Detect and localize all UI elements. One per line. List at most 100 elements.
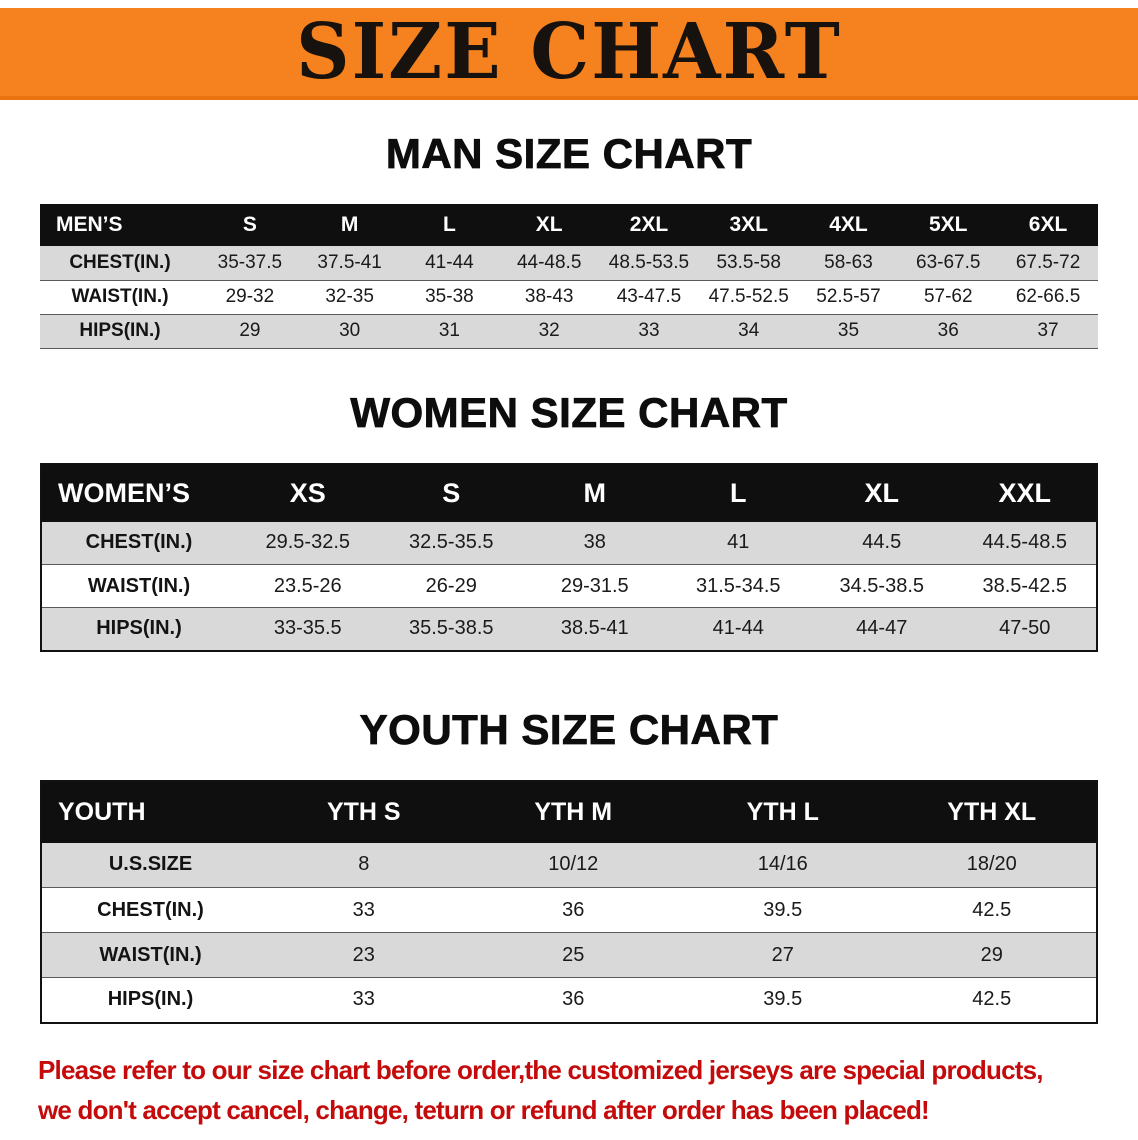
size-value: 47.5-52.5 xyxy=(698,280,799,315)
size-value: 62-66.5 xyxy=(998,280,1098,315)
size-value: 57-62 xyxy=(898,280,999,315)
size-value: 35 xyxy=(798,314,899,349)
column-header: 2XL xyxy=(599,204,699,246)
youth-section-title: YOUTH SIZE CHART xyxy=(359,705,779,753)
row-label: WAIST(IN.) xyxy=(41,564,236,608)
size-value: 10/12 xyxy=(468,842,678,888)
table-row: WAIST(IN.) 23.5-26 26-29 29-31.5 31.5-34.5 34… xyxy=(41,564,1097,608)
size-value: 29-31.5 xyxy=(523,564,667,608)
size-value: 30 xyxy=(299,314,400,349)
size-value: 43-47.5 xyxy=(599,280,699,315)
table-corner-label: MEN’S xyxy=(40,204,200,246)
size-value: 44-47 xyxy=(810,607,954,651)
size-value: 29 xyxy=(200,314,300,349)
column-header: XL xyxy=(499,204,600,246)
size-value: 32-35 xyxy=(299,280,400,315)
table-row: CHEST(IN.) 29.5-32.5 32.5-35.5 38 41 44.5 44.5… xyxy=(41,521,1097,565)
size-value: 35-37.5 xyxy=(200,246,300,281)
youth-size-table: YOUTH YTH S YTH M YTH L YTH XL U.S.SIZE 8 10/12… xyxy=(40,779,1098,1024)
table-row: HIPS(IN.) 29 30 31 32 33 34 35 36 37 xyxy=(40,314,1098,349)
size-value: 67.5-72 xyxy=(998,246,1098,281)
column-header: 3XL xyxy=(698,204,799,246)
size-value: 38.5-41 xyxy=(523,607,667,651)
women-section-title: WOMEN SIZE CHART xyxy=(350,388,788,436)
size-value: 36 xyxy=(898,314,999,349)
size-value: 29-32 xyxy=(200,280,300,315)
size-value: 42.5 xyxy=(887,977,1097,1023)
column-header: XXL xyxy=(953,463,1097,522)
table-header-row: MEN’S S M L XL 2XL 3XL 4XL 5XL 6XL xyxy=(40,204,1098,246)
disclaimer-line-2: we don't accept cancel, change, teturn o… xyxy=(38,1094,930,1125)
table-row: CHEST(IN.) 33 36 39.5 42.5 xyxy=(41,887,1097,933)
size-chart-banner: SIZE CHART xyxy=(0,7,1138,100)
row-label: CHEST(IN.) xyxy=(40,246,200,281)
column-header: 4XL xyxy=(798,204,899,246)
size-value: 37.5-41 xyxy=(299,246,400,281)
size-value: 34 xyxy=(698,314,799,349)
size-value: 47-50 xyxy=(953,607,1097,651)
table-row: U.S.SIZE 8 10/12 14/16 18/20 xyxy=(41,842,1097,888)
women-size-table: WOMEN’S XS S M L XL XXL CHEST(IN.) 29.5-32.5 32.5… xyxy=(40,462,1098,652)
size-value: 25 xyxy=(468,932,678,978)
size-value: 44.5 xyxy=(810,521,954,565)
table-row: HIPS(IN.) 33 36 39.5 42.5 xyxy=(41,977,1097,1023)
men-section-title: MAN SIZE CHART xyxy=(385,130,753,178)
size-chart-page: MAN SIZE CHART MEN’S S M L XL 2XL 3XL 4XL 5XL 6XL… xyxy=(0,130,1138,1130)
men-size-chart-section: MAN SIZE CHART MEN’S S M L XL 2XL 3XL 4XL 5XL 6XL… xyxy=(0,130,1138,349)
column-header: XL xyxy=(810,463,954,522)
row-label: WAIST(IN.) xyxy=(40,280,200,315)
size-value: 35-38 xyxy=(399,280,500,315)
column-header: S xyxy=(379,463,523,522)
size-value: 58-63 xyxy=(798,246,899,281)
size-value: 36 xyxy=(468,977,678,1023)
size-value: 27 xyxy=(678,932,888,978)
size-value: 32 xyxy=(499,314,600,349)
size-value: 42.5 xyxy=(887,887,1097,933)
disclaimer-text: Please refer to our size chart before or… xyxy=(38,1050,1118,1130)
size-value: 52.5-57 xyxy=(798,280,899,315)
row-label: HIPS(IN.) xyxy=(41,607,236,651)
row-label: HIPS(IN.) xyxy=(40,314,200,349)
table-row: WAIST(IN.) 23 25 27 29 xyxy=(41,932,1097,978)
size-value: 38.5-42.5 xyxy=(953,564,1097,608)
table-row: HIPS(IN.) 33-35.5 35.5-38.5 38.5-41 41-44 44-… xyxy=(41,607,1097,651)
size-value: 29 xyxy=(887,932,1097,978)
size-value: 63-67.5 xyxy=(898,246,999,281)
column-header: 6XL xyxy=(998,204,1098,246)
size-value: 37 xyxy=(998,314,1098,349)
column-header: L xyxy=(666,463,810,522)
column-header: YTH S xyxy=(259,780,469,843)
column-header: YTH L xyxy=(678,780,888,843)
size-value: 38-43 xyxy=(499,280,600,315)
size-value: 33 xyxy=(259,977,469,1023)
table-corner-label: YOUTH xyxy=(41,780,259,843)
table-corner-label: WOMEN’S xyxy=(41,463,236,522)
size-value: 31 xyxy=(399,314,500,349)
size-value: 36 xyxy=(468,887,678,933)
size-value: 44.5-48.5 xyxy=(953,521,1097,565)
column-header: S xyxy=(200,204,300,246)
size-value: 26-29 xyxy=(379,564,523,608)
table-row: WAIST(IN.) 29-32 32-35 35-38 38-43 43-47.5 47.… xyxy=(40,280,1098,315)
size-value: 14/16 xyxy=(678,842,888,888)
size-value: 23 xyxy=(259,932,469,978)
youth-size-chart-section: YOUTH SIZE CHART YOUTH YTH S YTH M YTH L YTH… xyxy=(0,705,1138,1024)
size-value: 18/20 xyxy=(887,842,1097,888)
disclaimer-line-1: Please refer to our size chart before or… xyxy=(38,1054,1043,1085)
column-header: M xyxy=(523,463,667,522)
men-size-table: MEN’S S M L XL 2XL 3XL 4XL 5XL 6XL CHEST(IN.) 35-37… xyxy=(40,204,1098,349)
size-value: 35.5-38.5 xyxy=(379,607,523,651)
size-value: 48.5-53.5 xyxy=(599,246,699,281)
size-value: 39.5 xyxy=(678,977,888,1023)
size-value: 38 xyxy=(523,521,667,565)
size-value: 8 xyxy=(259,842,469,888)
size-value: 33 xyxy=(259,887,469,933)
column-header: 5XL xyxy=(898,204,999,246)
row-label: HIPS(IN.) xyxy=(41,977,259,1023)
table-row: CHEST(IN.) 35-37.5 37.5-41 41-44 44-48.5 48.5… xyxy=(40,246,1098,281)
column-header: YTH XL xyxy=(887,780,1097,843)
size-value: 32.5-35.5 xyxy=(379,521,523,565)
row-label: WAIST(IN.) xyxy=(41,932,259,978)
column-header: L xyxy=(399,204,500,246)
size-value: 39.5 xyxy=(678,887,888,933)
